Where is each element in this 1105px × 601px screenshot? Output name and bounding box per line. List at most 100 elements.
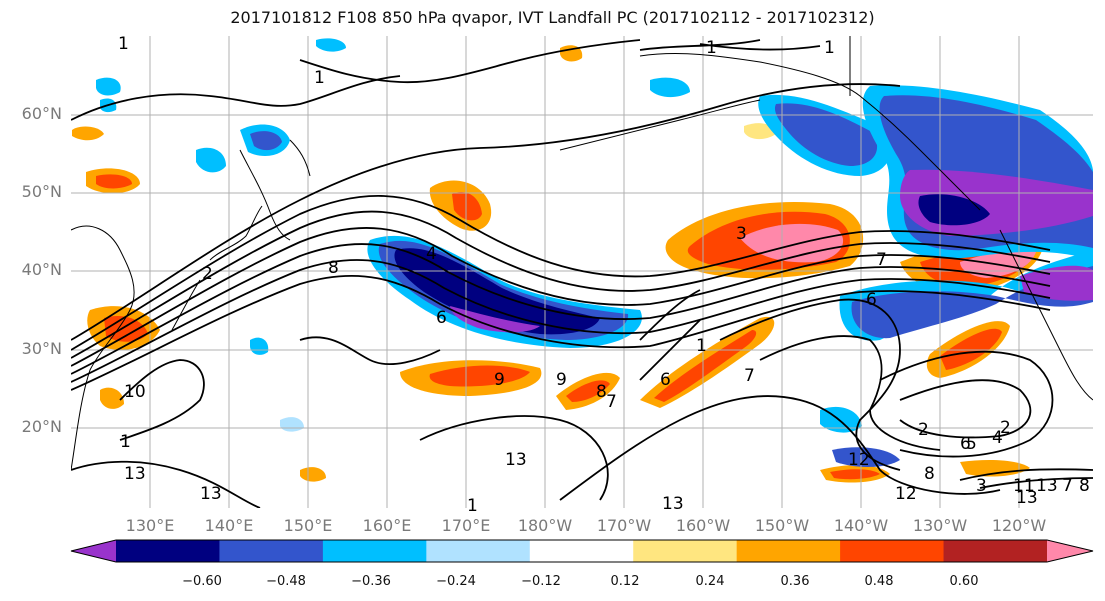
contour-line: [719, 298, 901, 471]
ivt-contours: [71, 39, 1093, 508]
contour-label: 2: [1000, 418, 1011, 438]
contour-line: [71, 75, 401, 121]
contour-line: [959, 468, 1093, 489]
lat-label: 50°N: [21, 182, 62, 201]
negative-anomaly-region: [832, 447, 900, 467]
contour-line: [419, 415, 609, 501]
contour-label: 1: [696, 336, 707, 356]
contour-line: [299, 336, 441, 365]
lat-label: 40°N: [21, 260, 62, 279]
positive-anomaly-region: [940, 328, 1002, 370]
contour-label: 12: [848, 450, 870, 470]
contour-label: 6: [660, 370, 671, 390]
contour-label: 13: [200, 484, 222, 504]
contour-line: [71, 195, 1051, 351]
positive-anomaly-region: [429, 365, 530, 387]
colorbar-segment: [322, 540, 427, 562]
negative-anomaly-region: [316, 38, 346, 52]
coastline-namerica: [999, 229, 1093, 401]
contour-label: 4: [992, 428, 1003, 448]
coastlines: [71, 36, 1093, 471]
contour-label: 10: [124, 382, 146, 402]
lat-label: 20°N: [21, 417, 62, 436]
contour-label: 13: [1036, 476, 1058, 496]
lon-label: 160°W: [675, 516, 731, 535]
lon-label: 170°E: [441, 516, 491, 535]
positive-anomaly-region: [654, 330, 757, 402]
lon-label: 130°E: [125, 516, 175, 535]
negative-anomaly-region: [1020, 265, 1093, 301]
contour-label: 9: [494, 370, 505, 390]
negative-anomaly-region: [250, 337, 269, 355]
contour-line: [879, 350, 1054, 458]
negative-anomaly-region: [250, 131, 282, 151]
contour-line: [71, 460, 261, 508]
positive-anomaly-region: [452, 192, 482, 221]
contour-label: 13: [505, 450, 527, 470]
coastline-kamchatka: [239, 139, 311, 241]
contour-label: 9: [556, 370, 567, 390]
contour-label: 8: [924, 464, 935, 484]
contour-line: [899, 379, 1032, 439]
positive-anomaly-region: [560, 45, 583, 62]
contour-label: 3: [976, 476, 987, 496]
contour-label: 11: [1013, 476, 1035, 496]
lon-label: 140°W: [833, 516, 889, 535]
contour-label: 8: [596, 382, 607, 402]
contour-line: [119, 359, 205, 441]
positive-anomaly-region: [744, 123, 776, 140]
colorbar-segment: [529, 540, 634, 562]
colorbar-tick-label: −0.24: [436, 574, 476, 589]
contour-line: [71, 274, 1051, 391]
contour-line: [559, 395, 1001, 501]
colorbar-segment: [426, 540, 531, 562]
colorbar-extend-max: [1047, 540, 1093, 562]
contour-label: 1: [467, 496, 478, 516]
contour-label: 13: [124, 464, 146, 484]
colorbar-tick-label: 0.48: [864, 574, 894, 589]
contour-label: 2: [918, 420, 929, 440]
lat-label: 60°N: [21, 104, 62, 123]
colorbar-tick-label: −0.60: [182, 574, 222, 589]
contour-line: [299, 39, 641, 84]
contour-line: [71, 210, 1051, 359]
contour-label: 1: [314, 68, 325, 88]
contour-label: 8: [328, 258, 339, 278]
contour-line: [71, 259, 1051, 383]
contour-label: 6: [960, 434, 971, 454]
contour-line: [71, 227, 1051, 367]
lon-label: 120°W: [991, 516, 1047, 535]
colorbar-extend-min: [71, 540, 116, 562]
contour-label: 6: [866, 290, 877, 310]
contour-label: 1: [824, 38, 835, 58]
colorbar-outline: [70, 539, 1094, 563]
lon-label: 150°W: [754, 516, 810, 535]
negative-anomaly-region: [450, 306, 540, 333]
lon-label: 130°W: [912, 516, 968, 535]
coastline-aleutians: [559, 99, 761, 151]
negative-anomaly-region: [851, 266, 1093, 339]
positive-anomaly-region: [96, 174, 132, 189]
contour-label: 7: [606, 392, 617, 412]
lon-label: 160°E: [362, 516, 412, 535]
contour-label: 8: [1079, 476, 1090, 496]
colorbar-segment: [633, 540, 738, 562]
contour-line: [71, 243, 1051, 375]
contour-label: 7: [876, 250, 887, 270]
lat-label: 30°N: [21, 339, 62, 358]
contour-label: 7: [1062, 476, 1073, 496]
negative-anomaly-region: [774, 103, 878, 166]
negative-anomaly-region: [196, 147, 226, 173]
contour-line: [759, 335, 941, 451]
contour-label: 6: [436, 308, 447, 328]
colorbar-segment: [736, 540, 841, 562]
colorbar-tick-label: −0.12: [521, 574, 561, 589]
contour-label: 1: [120, 432, 131, 452]
contour-label: 12: [895, 484, 917, 504]
contour-label: 3: [736, 224, 747, 244]
map-title: 2017101812 F108 850 hPa qvapor, IVT Land…: [230, 8, 875, 27]
coastline-asia: [71, 225, 135, 471]
contour-line: [71, 83, 901, 341]
positive-anomaly-region: [960, 460, 1030, 477]
